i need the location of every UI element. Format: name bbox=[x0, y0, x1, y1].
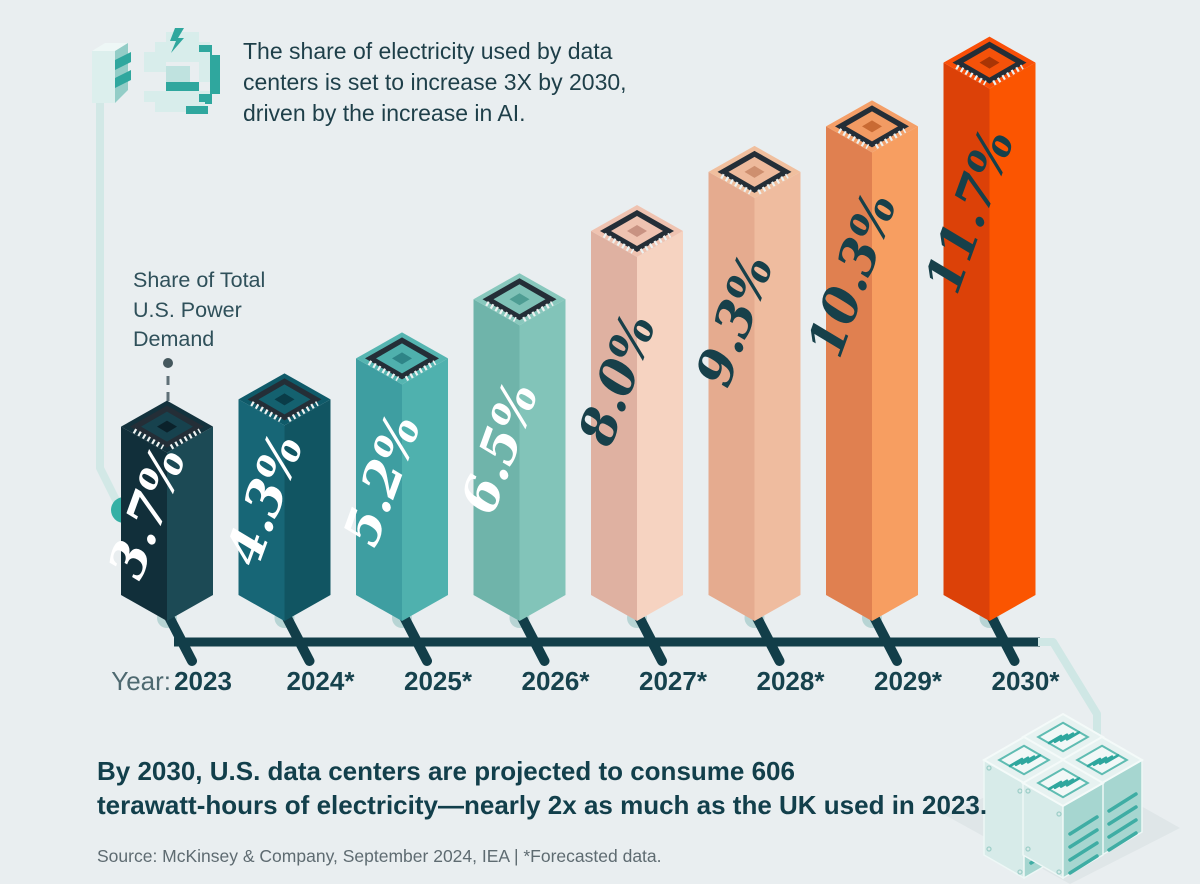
bar-side-face bbox=[754, 171, 801, 621]
bar-front-face bbox=[356, 358, 402, 621]
bar-2028: 9.3%2028* bbox=[684, 145, 826, 696]
bar-2029: 10.3%2029* bbox=[795, 100, 943, 696]
statement-line: By 2030, U.S. data centers are projected… bbox=[97, 756, 795, 786]
year-label-2029: 2029* bbox=[874, 666, 943, 696]
bar-side-face bbox=[519, 299, 566, 621]
bar-front-face bbox=[473, 299, 520, 621]
bar-axis-stub bbox=[513, 606, 550, 666]
bar-side-face bbox=[989, 62, 1036, 621]
bar-axis-stub bbox=[748, 606, 785, 666]
headline: The share of electricity used by data ce… bbox=[243, 36, 627, 129]
bar-front-face bbox=[238, 399, 285, 621]
bar-2026: 6.5%2026* bbox=[449, 273, 591, 696]
annotation-line: Share of Total bbox=[133, 268, 266, 292]
annotation-pointer bbox=[163, 358, 173, 412]
year-label-2024: 2024* bbox=[287, 666, 356, 696]
annotation-line: U.S. Power bbox=[133, 297, 242, 322]
bar-axis-stub bbox=[983, 606, 1020, 666]
key-statement: By 2030, U.S. data centers are projected… bbox=[97, 754, 987, 822]
server-racks-illustration bbox=[945, 712, 1180, 884]
bar-front-face bbox=[121, 426, 167, 621]
chip-icon bbox=[600, 210, 674, 254]
year-label-2028: 2028* bbox=[757, 666, 826, 696]
chip-icon bbox=[365, 337, 439, 382]
axis-annotation: Share of Total U.S. Power Demand bbox=[133, 266, 265, 355]
year-label-2030: 2030* bbox=[992, 666, 1061, 696]
bar-axis-stub bbox=[278, 606, 315, 666]
server-cube bbox=[1020, 758, 1106, 880]
bar-axis-stub bbox=[866, 606, 902, 666]
bar-side-face bbox=[637, 231, 683, 621]
bar-axis-stub bbox=[396, 606, 432, 666]
bar-2027: 8.0%2027* bbox=[566, 205, 708, 696]
headline-line: The share of electricity used by data bbox=[243, 38, 613, 64]
bar-axis-stub bbox=[631, 606, 667, 666]
bars: 3.7%2023Year:4.3%2024*5.2%2025*6.5%2026*… bbox=[96, 36, 1061, 696]
chip-icon bbox=[717, 150, 792, 195]
power-cable-right bbox=[1038, 638, 1101, 748]
bar-front-face bbox=[708, 171, 755, 621]
year-label-2027: 2027* bbox=[639, 666, 708, 696]
chip-icon bbox=[952, 41, 1027, 86]
bar-side-face bbox=[284, 399, 331, 621]
chip-icon bbox=[482, 278, 557, 322]
year-label-2023: 2023 bbox=[174, 666, 232, 696]
bar-axis-stub bbox=[161, 606, 197, 666]
power-plug-icon bbox=[92, 28, 220, 114]
headline-line: driven by the increase in AI. bbox=[243, 100, 526, 126]
chip-icon bbox=[835, 105, 909, 150]
bar-front-face bbox=[826, 126, 872, 621]
bar-front-face bbox=[591, 231, 637, 621]
bar-side-face bbox=[167, 426, 213, 621]
annotation-line: Demand bbox=[133, 327, 215, 351]
headline-line: centers is set to increase 3X by 2030, bbox=[243, 69, 627, 95]
chip-icon bbox=[130, 405, 204, 450]
year-axis-prefix: Year: bbox=[111, 666, 171, 696]
bar-front-face bbox=[943, 62, 990, 621]
chip-icon bbox=[247, 378, 322, 423]
bar-side-face bbox=[872, 126, 918, 621]
bar-2030: 11.7%2030* bbox=[913, 36, 1061, 696]
statement-line: terawatt-hours of electricity—nearly 2x … bbox=[97, 790, 988, 820]
source-note: Source: McKinsey & Company, September 20… bbox=[97, 846, 662, 866]
bar-2025: 5.2%2025* bbox=[331, 332, 473, 696]
year-label-2025: 2025* bbox=[404, 666, 473, 696]
lightning-bolt-icon bbox=[170, 28, 184, 53]
bar-side-face bbox=[402, 358, 448, 621]
year-label-2026: 2026* bbox=[522, 666, 591, 696]
